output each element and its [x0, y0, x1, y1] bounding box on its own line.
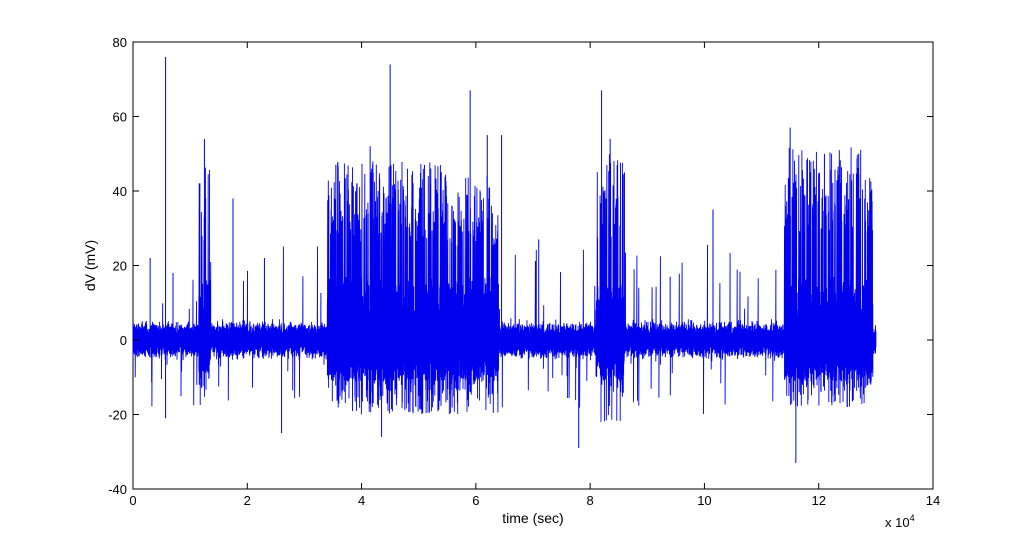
x-tick-label: 10 — [697, 493, 711, 508]
baseline-band — [133, 332, 876, 348]
y-tick-label: 20 — [113, 259, 127, 274]
y-tick-label: -40 — [108, 482, 127, 497]
x-axis-exponent-power: 4 — [910, 513, 915, 523]
x-tick-label: 0 — [129, 493, 136, 508]
x-axis-exponent: x 104 — [885, 513, 915, 530]
x-axis-exponent-base: x 10 — [885, 515, 910, 530]
x-tick-label: 12 — [811, 493, 825, 508]
y-tick-label: 0 — [120, 333, 127, 348]
x-axis-label: time (sec) — [502, 510, 563, 526]
signal-trace-group — [132, 56, 877, 463]
axis-ticks: 0 2 4 6 8 10 12 14 -40 -20 0 20 40 60 80 — [108, 35, 940, 508]
y-tick-label: -20 — [108, 408, 127, 423]
x-tick-label: 6 — [472, 493, 479, 508]
x-tick-label: 8 — [587, 493, 594, 508]
y-axis-label: dV (mV) — [82, 240, 98, 291]
x-tick-label: 4 — [358, 493, 365, 508]
x-tick-label: 2 — [244, 493, 251, 508]
y-tick-label: 60 — [113, 110, 127, 125]
y-tick-label: 80 — [113, 35, 127, 50]
x-tick-label: 14 — [926, 493, 940, 508]
y-tick-label: 40 — [113, 184, 127, 199]
